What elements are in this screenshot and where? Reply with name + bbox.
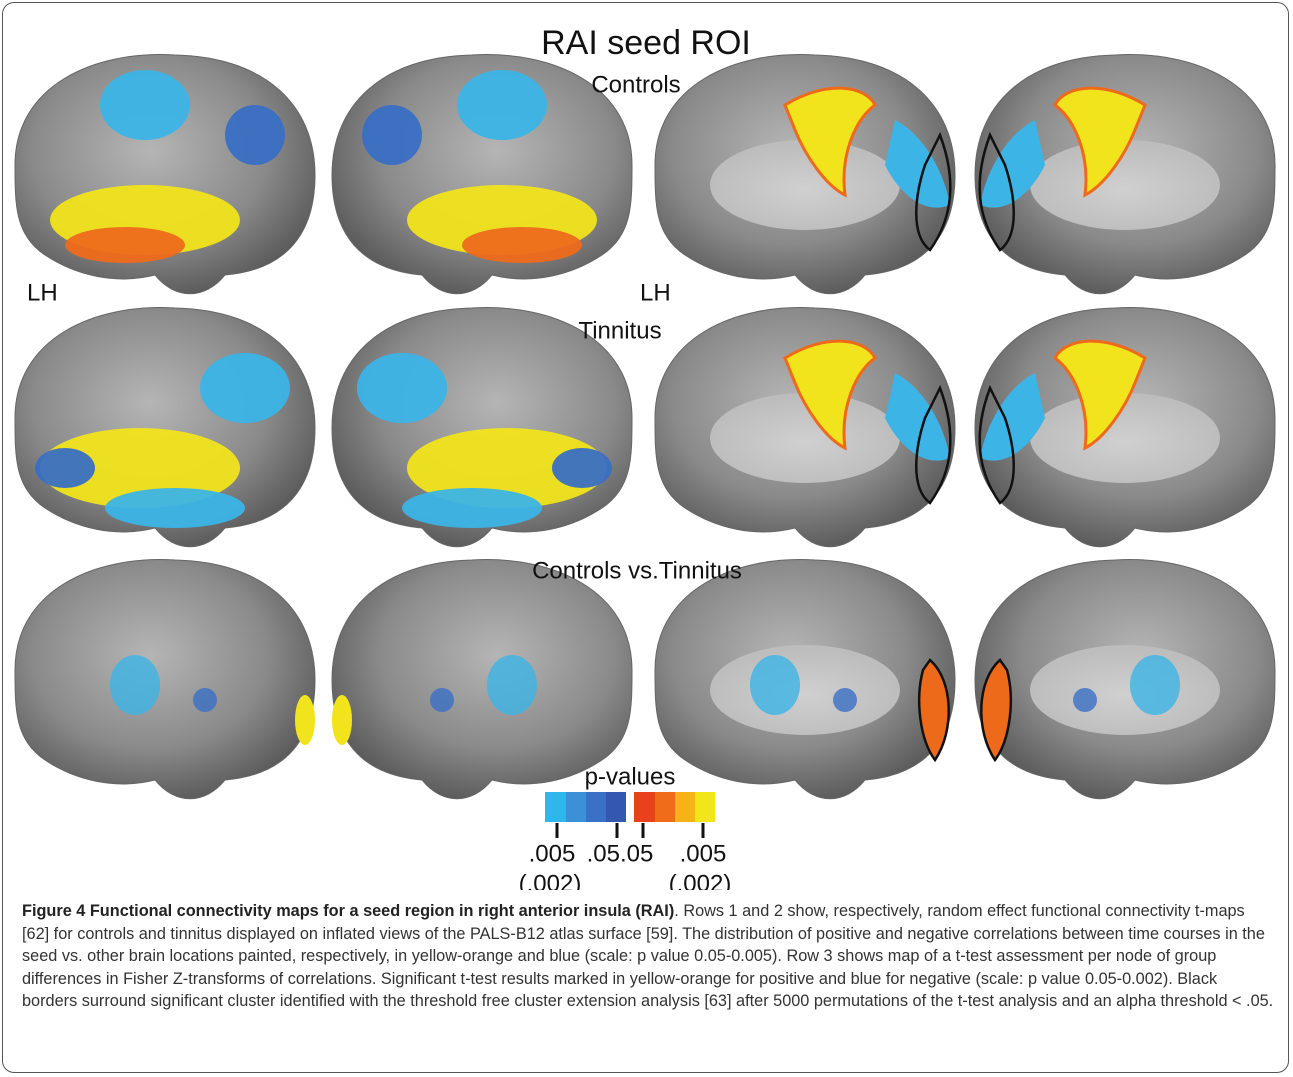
brain-view: [331, 54, 633, 295]
activation-blob: [1073, 688, 1097, 712]
brain-view: [331, 307, 633, 548]
row-label: Tinnitus: [578, 317, 661, 344]
colorbar-swatch: [655, 792, 675, 822]
activation-blob: [430, 688, 454, 712]
row-label: Controls: [591, 71, 680, 98]
medial-wall: [1030, 393, 1220, 483]
brain-view: [14, 559, 316, 800]
activation-blob: [35, 448, 95, 488]
medial-wall: [1030, 140, 1220, 230]
activation-blob: [552, 448, 612, 488]
activation-blob: [462, 227, 582, 263]
activation-blob: [200, 353, 290, 423]
activation-blob: [980, 658, 1013, 763]
activation-blob: [110, 655, 160, 715]
activation-blob: [295, 695, 315, 745]
figure: RAI seed ROI Controls Tinnitus Controls …: [14, 24, 1276, 890]
activation-blob: [100, 70, 190, 140]
activation-blob: [750, 655, 800, 715]
brain-view: [14, 307, 316, 548]
colorbar: p-values .005 .05 .05 .005 (.002) (.002): [519, 763, 732, 890]
hemisphere-label: LH: [27, 279, 58, 306]
colorbar-swatch: [586, 792, 606, 822]
colorbar-tick-label: .05: [587, 840, 620, 867]
medial-wall: [710, 645, 900, 735]
activation-blob: [193, 688, 217, 712]
brain-view: [14, 54, 316, 295]
activation-blob: [917, 658, 950, 763]
brain-view: [654, 307, 956, 548]
activation-blob: [833, 688, 857, 712]
cluster-border: [978, 131, 1015, 252]
activation-blob: [783, 339, 877, 451]
activation-blob: [225, 105, 285, 165]
activation-blob: [362, 105, 422, 165]
colorbar-swatch: [545, 792, 566, 822]
brain-surface: [331, 559, 633, 800]
brain-view: [974, 54, 1276, 295]
activation-blob: [407, 428, 607, 508]
figure-title: RAI seed ROI: [541, 24, 751, 62]
activation-blob: [357, 353, 447, 423]
activation-blob: [885, 373, 950, 461]
activation-blob: [1130, 655, 1180, 715]
brain-view: [331, 559, 633, 800]
activation-blob: [980, 373, 1045, 461]
activation-blob: [40, 428, 240, 508]
colorbar-sub-label: (.002): [519, 870, 582, 890]
medial-wall: [710, 140, 900, 230]
brain-view: [974, 559, 1276, 800]
activation-blob: [885, 120, 950, 208]
medial-wall: [710, 393, 900, 483]
hemisphere-label: LH: [640, 279, 671, 306]
caption-label: Figure 4 Functional connectivity maps fo…: [22, 902, 675, 920]
activation-blob: [980, 120, 1045, 208]
colorbar-sub-label: (.002): [669, 870, 732, 890]
colorbar-swatch: [566, 792, 586, 822]
row-label: Controls vs.Tinnitus: [532, 557, 742, 584]
activation-blob: [105, 488, 245, 528]
cluster-border: [915, 384, 952, 505]
colorbar-tick-label: .05: [620, 840, 653, 867]
brain-view: [654, 559, 956, 800]
colorbar-title: p-values: [585, 763, 676, 790]
cluster-border: [915, 131, 952, 252]
brain-view: [654, 54, 956, 295]
brain-views: [14, 54, 1276, 800]
activation-blob: [332, 695, 352, 745]
activation-blob: [65, 227, 185, 263]
activation-blob: [1053, 86, 1147, 198]
activation-blob: [783, 86, 877, 198]
activation-blob: [402, 488, 542, 528]
medial-wall: [1030, 645, 1220, 735]
cluster-border: [978, 384, 1015, 505]
colorbar-swatch: [695, 792, 715, 822]
brain-view: [974, 307, 1276, 548]
activation-blob: [457, 70, 547, 140]
colorbar-swatch: [606, 792, 626, 822]
colorbar-tick-label: .005: [529, 840, 576, 867]
activation-blob: [1053, 339, 1147, 451]
colorbar-swatch: [675, 792, 695, 822]
colorbar-swatch: [634, 792, 655, 822]
caption: Figure 4 Functional connectivity maps fo…: [22, 900, 1274, 1013]
caption-text: . Rows 1 and 2 show, respectively, rando…: [22, 902, 1274, 1010]
activation-blob: [487, 655, 537, 715]
colorbar-tick-label: .005: [680, 840, 727, 867]
brain-surface: [14, 559, 316, 800]
